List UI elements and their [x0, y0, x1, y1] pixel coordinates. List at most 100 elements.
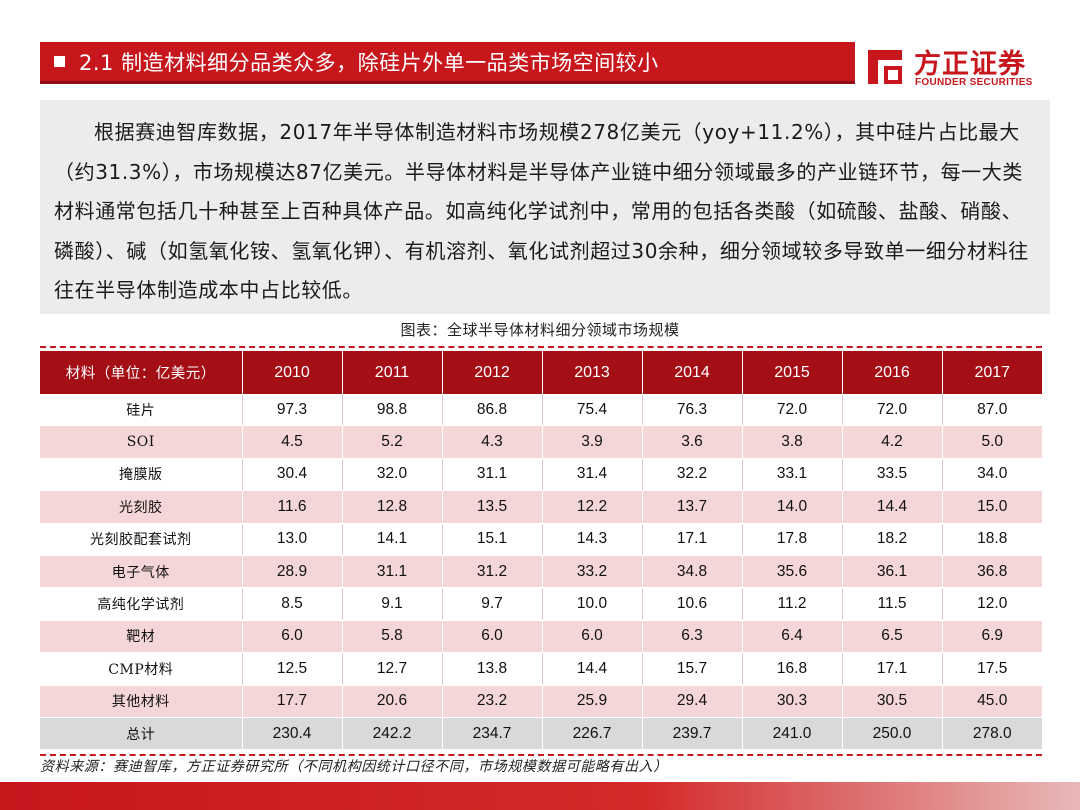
value-cell: 14.3 — [542, 523, 643, 556]
value-cell: 6.9 — [942, 620, 1042, 654]
value-cell: 12.7 — [342, 652, 443, 686]
value-cell: 8.5 — [242, 587, 343, 621]
table-row: 光刻胶配套试剂 13.0 14.1 15.1 14.3 17.1 17.8 18.2 18.8 — [40, 523, 1042, 556]
value-cell: 12.8 — [342, 490, 443, 524]
value-cell: 6.5 — [842, 620, 943, 654]
value-cell: 14.0 — [742, 490, 843, 524]
material-name-cell: 靶材 — [40, 620, 243, 654]
value-cell: 25.9 — [542, 685, 643, 718]
value-cell: 4.3 — [442, 425, 543, 459]
value-cell: 98.8 — [342, 394, 443, 427]
value-cell: 241.0 — [742, 717, 843, 751]
value-cell: 13.7 — [642, 490, 743, 524]
value-cell: 17.1 — [642, 523, 743, 556]
value-cell: 278.0 — [942, 717, 1042, 751]
material-name-cell: 光刻胶配套试剂 — [40, 523, 243, 556]
table-row: 掩膜版 30.4 32.0 31.1 31.4 32.2 33.1 33.5 34.0 — [40, 458, 1042, 492]
value-cell: 3.6 — [642, 425, 743, 459]
table-row: SOI 4.5 5.2 4.3 3.9 3.6 3.8 4.2 5.0 — [40, 425, 1042, 459]
value-cell: 16.8 — [742, 652, 843, 686]
material-name-cell: 光刻胶 — [40, 490, 243, 524]
value-cell: 230.4 — [242, 717, 343, 751]
logo-chinese-name: 方正证券 — [914, 49, 1026, 80]
value-cell: 30.5 — [842, 685, 943, 718]
material-name-cell: 电子气体 — [40, 555, 243, 589]
value-cell: 14.4 — [842, 490, 943, 524]
founder-securities-logo: 方正证券 FOUNDER SECURITIES — [862, 40, 1072, 92]
value-cell: 87.0 — [942, 394, 1042, 427]
value-cell: 23.2 — [442, 685, 543, 718]
material-name-cell: 硅片 — [40, 394, 243, 427]
table-total-row: 总计 230.4 242.2 234.7 226.7 239.7 241.0 250.0 278… — [40, 717, 1042, 751]
value-cell: 242.2 — [342, 717, 443, 751]
value-cell: 11.6 — [242, 490, 343, 524]
table-row: 电子气体 28.9 31.1 31.2 33.2 34.8 35.6 36.1 36.8 — [40, 555, 1042, 589]
value-cell: 3.9 — [542, 425, 643, 459]
value-cell: 10.0 — [542, 587, 643, 621]
value-cell: 9.7 — [442, 587, 543, 621]
value-cell: 3.8 — [742, 425, 843, 459]
value-cell: 33.5 — [842, 458, 943, 492]
material-name-cell: 其他材料 — [40, 685, 243, 718]
value-cell: 34.8 — [642, 555, 743, 589]
value-cell: 17.1 — [842, 652, 943, 686]
summary-text-box: 根据赛迪智库数据，2017年半导体制造材料市场规模278亿美元（yoy+11.2… — [40, 100, 1050, 314]
value-cell: 10.6 — [642, 587, 743, 621]
value-cell: 5.0 — [942, 425, 1042, 459]
table-row: 靶材 6.0 5.8 6.0 6.0 6.3 6.4 6.5 6.9 — [40, 620, 1042, 654]
value-cell: 17.8 — [742, 523, 843, 556]
material-name-cell: SOI — [40, 425, 243, 459]
market-size-table: 材料（单位：亿美元） 2010 2011 2012 2013 2014 2015 2016 20… — [40, 351, 1042, 751]
value-cell: 12.5 — [242, 652, 343, 686]
column-header-year: 2011 — [342, 351, 443, 394]
value-cell: 4.5 — [242, 425, 343, 459]
value-cell: 31.1 — [442, 458, 543, 492]
value-cell: 72.0 — [742, 394, 843, 427]
value-cell: 30.3 — [742, 685, 843, 718]
value-cell: 14.1 — [342, 523, 443, 556]
value-cell: 13.0 — [242, 523, 343, 556]
market-size-table-wrapper: 材料（单位：亿美元） 2010 2011 2012 2013 2014 2015 2016 20… — [40, 346, 1042, 757]
value-cell: 226.7 — [542, 717, 643, 751]
value-cell: 15.7 — [642, 652, 743, 686]
footer-bar — [0, 782, 1080, 810]
table-top-divider — [40, 346, 1042, 348]
table-row: 高纯化学试剂 8.5 9.1 9.7 10.0 10.6 11.2 11.5 12.0 — [40, 587, 1042, 621]
logo-english-name: FOUNDER SECURITIES — [915, 77, 1033, 88]
table-row: CMP材料 12.5 12.7 13.8 14.4 15.7 16.8 17.1 17.5 — [40, 652, 1042, 686]
section-title: 2.1 制造材料细分品类众多，除硅片外单一品类市场空间较小 — [79, 50, 659, 75]
table-row: 其他材料 17.7 20.6 23.2 25.9 29.4 30.3 30.5 45.0 — [40, 685, 1042, 718]
column-header-material: 材料（单位：亿美元） — [40, 351, 243, 394]
value-cell: 29.4 — [642, 685, 743, 718]
value-cell: 31.1 — [342, 555, 443, 589]
value-cell: 28.9 — [242, 555, 343, 589]
table-header-row: 材料（单位：亿美元） 2010 2011 2012 2013 2014 2015 2016 20… — [40, 351, 1042, 394]
material-name-cell: 高纯化学试剂 — [40, 587, 243, 621]
value-cell: 12.2 — [542, 490, 643, 524]
value-cell: 36.1 — [842, 555, 943, 589]
value-cell: 17.5 — [942, 652, 1042, 686]
value-cell: 15.0 — [942, 490, 1042, 524]
table-caption: 图表：全球半导体材料细分领域市场规模 — [400, 321, 680, 339]
value-cell: 33.1 — [742, 458, 843, 492]
value-cell: 76.3 — [642, 394, 743, 427]
value-cell: 11.2 — [742, 587, 843, 621]
value-cell: 31.2 — [442, 555, 543, 589]
value-cell: 13.8 — [442, 652, 543, 686]
value-cell: 17.7 — [242, 685, 343, 718]
table-row: 硅片 97.3 98.8 86.8 75.4 76.3 72.0 72.0 87.0 — [40, 394, 1042, 427]
value-cell: 18.2 — [842, 523, 943, 556]
value-cell: 35.6 — [742, 555, 843, 589]
value-cell: 15.1 — [442, 523, 543, 556]
table-bottom-divider — [40, 754, 1042, 757]
column-header-year: 2015 — [742, 351, 843, 394]
value-cell: 33.2 — [542, 555, 643, 589]
column-header-year: 2013 — [542, 351, 643, 394]
summary-paragraph: 根据赛迪智库数据，2017年半导体制造材料市场规模278亿美元（yoy+11.2… — [54, 120, 1029, 302]
value-cell: 5.8 — [342, 620, 443, 654]
value-cell: 6.0 — [542, 620, 643, 654]
value-cell: 32.2 — [642, 458, 743, 492]
value-cell: 72.0 — [842, 394, 943, 427]
value-cell: 30.4 — [242, 458, 343, 492]
material-name-cell: 总计 — [40, 717, 243, 751]
